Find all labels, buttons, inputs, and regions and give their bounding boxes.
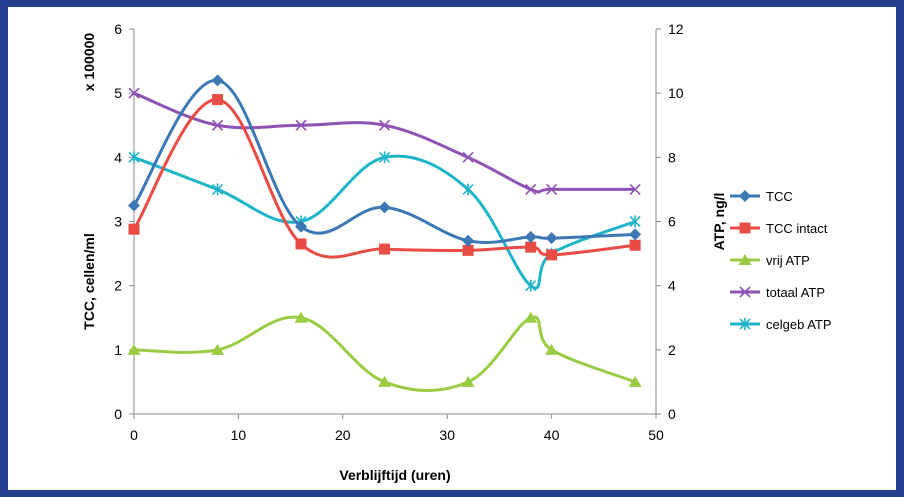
x-tick-label: 50 — [648, 427, 664, 443]
right-tick-label: 4 — [668, 278, 676, 294]
x-tick-label: 20 — [335, 427, 351, 443]
legend-label: vrij ATP — [766, 253, 810, 268]
data-point-tcc — [211, 74, 224, 87]
data-point-tcc — [629, 228, 642, 241]
series-line-celgeb-atp — [133, 154, 636, 290]
series-vrij-atp — [127, 311, 642, 393]
left-tick-label: 5 — [114, 85, 122, 101]
left-tick-label: 3 — [114, 214, 122, 230]
data-point-vrij-atp — [461, 375, 475, 387]
data-point-totaal-atp — [629, 183, 641, 195]
data-point-celgeb-atp — [525, 279, 537, 292]
data-point-celgeb-atp — [462, 183, 474, 196]
legend-item-tcc: TCC — [730, 189, 793, 204]
data-point-vrij-atp — [294, 311, 308, 323]
axes — [133, 29, 657, 415]
series-totaal-atp — [128, 87, 641, 195]
data-point-vrij-atp — [545, 343, 559, 355]
data-point-totaal-atp — [462, 151, 474, 163]
legend-marker — [739, 286, 751, 298]
data-point-totaal-atp — [295, 119, 307, 131]
data-point-vrij-atp — [211, 343, 225, 355]
data-point-celgeb-atp — [629, 215, 641, 228]
series-line-totaal-atp — [133, 91, 636, 194]
left-tick-label: 4 — [114, 149, 122, 165]
data-point-totaal-atp — [546, 183, 558, 195]
legend: TCC TCC intact vrij ATP totaal ATP celgeb AT… — [730, 189, 832, 332]
data-point-celgeb-atp — [211, 183, 224, 196]
right-tick-label: 12 — [668, 21, 684, 37]
legend-label: TCC intact — [766, 221, 828, 236]
legend-item-totaal-atp: totaal ATP — [730, 285, 825, 300]
right-y-axis-title: ATP, ng/l — [711, 193, 727, 251]
right-tick-label: 6 — [668, 214, 676, 230]
legend-item-vrij-atp: vrij ATP — [730, 253, 810, 268]
right-tick-label: 10 — [668, 85, 684, 101]
left-y-axis-title: TCC, cellen/ml — [81, 233, 97, 329]
left-tick-label: 2 — [114, 278, 122, 294]
data-point-tcc-intact — [379, 243, 391, 255]
series-celgeb-atp — [128, 151, 641, 292]
legend-label: TCC — [766, 189, 793, 204]
x-axis-title: Verblijftijd (uren) — [339, 467, 450, 483]
data-point-vrij-atp — [628, 375, 642, 387]
data-point-tcc — [128, 199, 140, 212]
data-point-tcc-intact — [462, 244, 474, 256]
data-point-vrij-atp — [127, 343, 141, 355]
left-y-axis-multiplier: x 100000 — [81, 33, 97, 92]
data-point-tcc — [295, 220, 308, 233]
data-point-totaal-atp — [378, 119, 391, 131]
data-point-tcc-intact — [295, 238, 307, 250]
series-tcc — [128, 74, 642, 247]
data-point-vrij-atp — [524, 311, 538, 323]
left-tick-label: 0 — [114, 406, 122, 422]
data-point-celgeb-atp — [128, 151, 140, 164]
x-tick-label: 10 — [231, 427, 247, 443]
legend-marker — [739, 190, 751, 202]
data-point-totaal-atp — [525, 183, 537, 195]
data-point-tcc-intact — [128, 223, 140, 235]
data-point-tcc-intact — [629, 239, 641, 251]
data-point-tcc — [378, 201, 391, 214]
left-tick-label: 1 — [114, 342, 122, 358]
data-point-celgeb-atp — [378, 151, 391, 164]
right-tick-label: 8 — [668, 149, 676, 165]
data-point-tcc — [462, 234, 475, 247]
x-tick-label: 40 — [544, 427, 560, 443]
right-tick-label: 0 — [668, 406, 676, 422]
data-point-totaal-atp — [128, 87, 140, 99]
legend-label: celgeb ATP — [766, 317, 832, 332]
data-point-tcc — [524, 230, 537, 243]
legend-marker — [739, 222, 751, 234]
series-tcc-intact — [128, 94, 641, 261]
x-tick-label: 30 — [439, 427, 455, 443]
left-tick-label: 6 — [114, 21, 122, 37]
right-tick-label: 2 — [668, 342, 676, 358]
data-point-tcc-intact — [212, 94, 224, 106]
legend-item-celgeb-atp: celgeb ATP — [730, 317, 832, 332]
legend-item-tcc-intact: TCC intact — [730, 221, 828, 236]
chart-area: 0 1 2 3 4 5 6 0 2 4 6 8 10 12 0 10 20 30 40 50 Verblijftijd… — [8, 7, 896, 490]
data-point-tcc-intact — [546, 249, 558, 261]
x-tick-label: 0 — [130, 427, 138, 443]
data-point-tcc-intact — [525, 241, 537, 253]
legend-label: totaal ATP — [766, 285, 825, 300]
data-point-vrij-atp — [378, 375, 392, 387]
data-point-totaal-atp — [211, 119, 224, 131]
series-line-vrij-atp — [133, 315, 636, 393]
legend-marker — [738, 254, 752, 265]
series-group — [127, 74, 642, 393]
data-point-tcc — [545, 232, 558, 245]
legend-marker — [739, 318, 751, 330]
